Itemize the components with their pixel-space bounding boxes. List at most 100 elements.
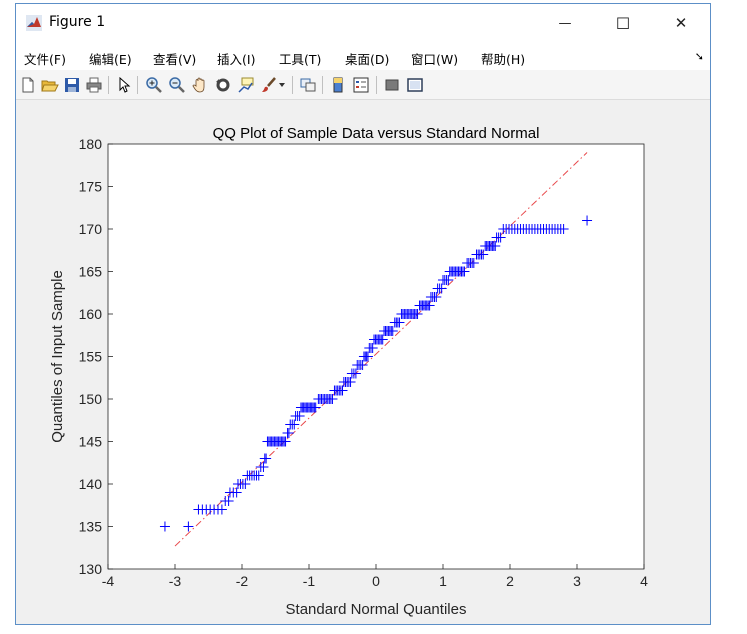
data-point — [468, 258, 479, 268]
data-point — [582, 215, 593, 226]
data-point — [412, 309, 423, 319]
data-point — [357, 360, 368, 370]
data-point — [280, 436, 291, 447]
zoom-out-icon[interactable] — [167, 75, 187, 95]
data-point — [459, 266, 470, 277]
y-tick-label: 130 — [79, 561, 103, 577]
data-point — [558, 224, 569, 234]
data-point — [443, 275, 454, 285]
data-point — [327, 394, 338, 404]
data-point — [216, 504, 227, 515]
y-tick-label: 170 — [79, 221, 103, 237]
data-point — [495, 232, 506, 243]
y-tick-label: 175 — [79, 179, 103, 195]
data-point — [337, 385, 348, 396]
menu-bar: 文件(F) 编辑(E) 查看(V) 插入(I) 工具(T) 桌面(D) 窗口(W… — [16, 42, 710, 70]
colorbar-icon[interactable] — [328, 75, 348, 95]
hide-plot-tools-icon[interactable] — [382, 75, 402, 95]
save-icon[interactable] — [62, 75, 82, 95]
legend-icon[interactable] — [351, 75, 371, 95]
x-tick-label: 2 — [506, 573, 514, 589]
close-icon: ✕ — [674, 14, 688, 32]
data-point — [289, 419, 300, 430]
data-point — [387, 326, 398, 336]
plot-axes-box — [107, 143, 645, 570]
menu-tools[interactable]: 工具(T) — [279, 52, 322, 67]
menu-window[interactable]: 窗口(W) — [411, 52, 459, 67]
brush-icon[interactable] — [259, 75, 279, 95]
menu-view[interactable]: 查看(V) — [153, 52, 197, 67]
y-tick-label: 150 — [79, 391, 103, 407]
y-tick-label: 165 — [79, 264, 103, 280]
close-button[interactable]: ✕ — [658, 8, 704, 38]
data-point — [261, 453, 272, 464]
figure-window: Figure 1 — ☐ ✕ 文件(F) 编辑(E) 查看(V) 插入(I) 工… — [15, 3, 711, 625]
link-plot-icon[interactable] — [298, 75, 318, 95]
y-axis-label: Quantiles of Input Sample — [49, 270, 66, 443]
data-point — [436, 283, 447, 294]
data-point — [240, 479, 251, 489]
menu-help[interactable]: 帮助(H) — [481, 52, 526, 67]
y-tick-label: 160 — [79, 306, 103, 322]
chart-title: QQ Plot of Sample Data versus Standard N… — [213, 125, 540, 142]
pointer-icon[interactable] — [114, 75, 134, 95]
x-tick-label: 1 — [439, 573, 447, 589]
data-point — [294, 411, 305, 421]
data-point — [490, 241, 501, 251]
reference-line — [174, 152, 588, 547]
brush-dropdown-icon[interactable] — [277, 75, 287, 95]
data-point — [345, 377, 356, 387]
data-cursor-icon[interactable] — [236, 75, 256, 95]
menu-insert[interactable]: 插入(I) — [217, 52, 256, 67]
menu-desktop[interactable]: 桌面(D) — [345, 52, 390, 67]
x-tick-label: -2 — [236, 573, 249, 589]
y-tick-label: 140 — [79, 476, 103, 492]
x-tick-label: 4 — [640, 573, 648, 589]
data-point — [231, 487, 242, 498]
y-tick-label: 135 — [79, 519, 103, 535]
data-point — [367, 343, 378, 353]
data-point — [394, 317, 405, 328]
data-point — [431, 292, 442, 302]
open-file-icon[interactable] — [40, 75, 60, 95]
data-point — [310, 402, 321, 413]
matlab-icon — [26, 15, 42, 31]
rotate-3d-icon[interactable] — [213, 75, 233, 95]
data-point — [362, 351, 373, 362]
data-point — [159, 521, 170, 532]
menu-edit[interactable]: 编辑(E) — [89, 52, 132, 67]
x-tick-label: 3 — [573, 573, 581, 589]
x-tick-label: -1 — [303, 573, 316, 589]
x-axis-label: Standard Normal Quantiles — [286, 601, 467, 618]
minimize-button[interactable]: — — [542, 8, 588, 38]
maximize-button[interactable]: ☐ — [600, 8, 646, 38]
new-figure-icon[interactable] — [18, 75, 38, 95]
data-point — [223, 496, 234, 506]
data-point — [183, 521, 194, 532]
maximize-icon: ☐ — [615, 13, 631, 33]
pan-icon[interactable] — [190, 75, 210, 95]
y-tick-label: 180 — [79, 136, 103, 152]
data-point — [258, 462, 269, 472]
data-point — [424, 300, 435, 311]
x-tick-label: -4 — [102, 573, 115, 589]
figure-canvas: -4 -3 -2 -1 0 1 2 3 4 130 135 140 145 150 155 160 165 17… — [16, 100, 710, 624]
title-bar[interactable]: Figure 1 — ☐ ✕ — [16, 4, 710, 42]
menu-file[interactable]: 文件(F) — [24, 52, 66, 67]
zoom-in-icon[interactable] — [144, 75, 164, 95]
data-point — [350, 368, 361, 379]
print-icon[interactable] — [84, 75, 104, 95]
data-point — [478, 249, 489, 260]
y-tick-label: 145 — [79, 434, 103, 450]
show-plot-tools-icon[interactable] — [405, 75, 425, 95]
menu-overflow-icon[interactable]: ➘ — [694, 50, 704, 63]
window-title: Figure 1 — [49, 14, 106, 30]
data-point — [377, 334, 388, 345]
toolbar — [16, 70, 710, 100]
data-point — [283, 428, 294, 438]
x-tick-label: 0 — [372, 573, 380, 589]
data-point — [253, 470, 264, 481]
minimize-icon: — — [558, 15, 572, 31]
x-tick-label: -3 — [169, 573, 182, 589]
y-tick-label: 155 — [79, 349, 103, 365]
